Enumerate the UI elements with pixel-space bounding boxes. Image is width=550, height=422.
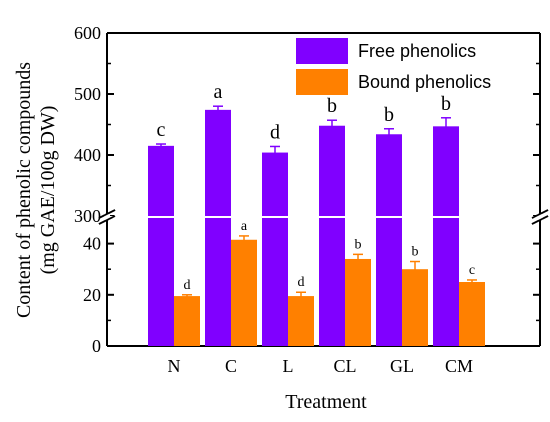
bar-bound-phenolics [288,296,314,346]
x-tick-label: L [283,356,294,376]
legend-label-free: Free phenolics [358,41,476,61]
y-axis-title-line1: Content of phenolic compounds [13,62,35,318]
legend-swatch-bound [296,69,348,95]
x-tick-label: CM [445,356,473,376]
y-tick-label-upper: 300 [74,206,101,226]
axis-break-gap [537,214,543,220]
legend: Free phenolics Bound phenolics [296,38,491,95]
y-tick-label-upper: 400 [74,145,101,165]
bar-bound-phenolics [459,282,485,346]
bar-free-phenolics [148,145,174,346]
significance-letter-free: c [157,119,166,141]
plot-area: 300 400 500 600 0 20 40 Nc d Ca a Ld d CL b b GL b b CM b c [74,23,549,376]
significance-letter-bound: a [241,219,248,234]
bar-free-phenolics [433,126,459,346]
y-tick-label-lower: 0 [92,336,101,356]
x-tick-label: GL [390,356,414,376]
significance-letter-bound: b [412,245,419,260]
significance-letter-bound: b [355,237,362,252]
x-tick-label: C [225,356,237,376]
significance-letter-bound: c [469,263,475,278]
bar-free-phenolics [319,125,345,346]
axis-break-mark-right [531,215,549,225]
break-band [108,216,539,218]
bar-free-phenolics [262,152,288,346]
bar-bound-phenolics [231,239,257,346]
significance-letter-bound: d [298,275,305,290]
axis-break-mark-left [98,215,116,225]
bar-bound-phenolics [402,269,428,346]
axis-break-mark-right [531,209,549,219]
significance-letter-free: a [214,81,223,103]
significance-letter-bound: d [184,278,191,293]
legend-swatch-free [296,38,348,64]
bar-bound-phenolics [345,258,371,346]
significance-letter-free: b [384,104,394,126]
y-axis-title-line2: (mg GAE/100g DW) [37,106,59,275]
x-tick-label: CL [333,356,356,376]
bar-free-phenolics [376,134,402,346]
bar-bound-phenolics [174,296,200,346]
y-tick-label-lower: 40 [83,234,101,254]
y-tick-label-upper: 500 [74,84,101,104]
axis-break-gap [104,214,110,220]
x-axis-title: Treatment [285,391,367,413]
legend-label-bound: Bound phenolics [358,72,491,92]
significance-letter-free: b [327,95,337,117]
significance-letter-free: b [441,93,451,115]
axis-break-mark-left [98,209,116,219]
significance-letter-free: d [270,121,280,143]
y-tick-label-lower: 20 [83,285,101,305]
y-tick-label-upper: 600 [74,23,101,43]
bar-free-phenolics [205,109,231,346]
x-tick-label: N [168,356,181,376]
